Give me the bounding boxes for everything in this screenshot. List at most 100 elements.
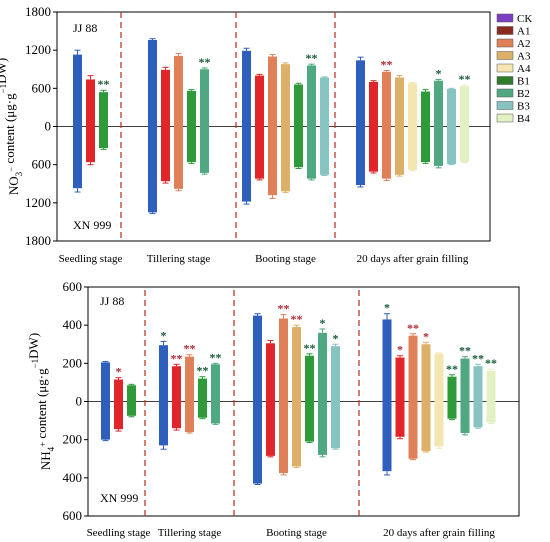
- bar-A1: [114, 379, 123, 430]
- significance-mark: *: [333, 331, 339, 345]
- y-axis-label-part: 4: [46, 446, 56, 451]
- legend-swatch-A3: [496, 51, 514, 60]
- bar-B3: [331, 346, 340, 449]
- bar-B4: [460, 86, 469, 163]
- significance-mark: **: [472, 351, 484, 365]
- y-axis-label-part: NH: [38, 451, 53, 470]
- bar-CK: [159, 345, 168, 446]
- legend-label-B4: B4: [517, 113, 530, 125]
- bar-B1: [127, 385, 136, 416]
- cultivar-label-top: JJ 88: [100, 294, 124, 308]
- bar-A3: [292, 327, 301, 467]
- cultivar-label-top: JJ 88: [73, 21, 97, 35]
- bar-B2: [200, 69, 209, 173]
- legend-label-CK: CK: [517, 13, 532, 25]
- y-axis-label: NO3− content (μg·g−1DW): [0, 58, 24, 195]
- stage-label: Seedling stage: [87, 527, 151, 539]
- bar-A2: [279, 318, 288, 474]
- bar-A1: [369, 81, 378, 172]
- cultivar-label-bottom: XN 999: [100, 491, 138, 505]
- bar-A1: [395, 357, 405, 437]
- bar-CK: [356, 60, 365, 186]
- bar-B1: [99, 92, 108, 149]
- y-tick-label: 600: [63, 508, 83, 523]
- bar-A2: [382, 71, 391, 179]
- significance-mark: **: [278, 302, 290, 316]
- y-axis-label-part: content (μg·g: [34, 368, 49, 442]
- bar-B1: [305, 355, 314, 442]
- significance-mark: *: [397, 343, 403, 357]
- legend-label-B1: B1: [517, 76, 530, 88]
- bar-B2: [318, 332, 327, 455]
- y-axis-label: NH4+ content (μg·g−1DW): [26, 333, 56, 470]
- legend-swatch-A2: [496, 38, 514, 48]
- bar-A4: [408, 83, 417, 170]
- chart-panel-bottom: 600 400 200 0 200 400 600 NH4+ content (μg·g−1D…: [26, 279, 520, 539]
- legend-label-A4: A4: [517, 63, 531, 75]
- y-axis-label-part: +: [38, 442, 48, 447]
- significance-mark: **: [171, 351, 183, 365]
- bar-CK: [73, 54, 82, 189]
- y-tick-label: 600: [63, 279, 83, 294]
- y-axis-label-part: DW): [0, 58, 9, 84]
- bar-B3: [447, 88, 456, 165]
- significance-mark: *: [423, 329, 429, 343]
- stage-label: Booting stage: [266, 527, 327, 539]
- bar-CK: [253, 315, 262, 484]
- legend-swatch-A4: [496, 63, 514, 73]
- bar-A3: [395, 77, 404, 175]
- y-tick-label: 400: [63, 470, 83, 485]
- bar-B3: [320, 77, 329, 175]
- legend-label-A3: A3: [517, 51, 531, 63]
- legend-swatch-CK: [496, 13, 514, 23]
- bar-A1: [255, 75, 264, 179]
- legend-swatch-B4: [496, 113, 514, 123]
- chart-panel-top: 1800 1200 600 0 600 1200 1800 NO3− content (μg·…: [0, 4, 491, 265]
- bar-A2: [268, 56, 277, 196]
- significance-mark: **: [304, 341, 316, 355]
- legend-label-B3: B3: [517, 101, 530, 113]
- y-tick-label: 0: [76, 394, 83, 409]
- bar-A2: [174, 55, 183, 189]
- significance-mark: **: [199, 55, 211, 69]
- y-tick-label: 200: [63, 432, 83, 447]
- bar-A1: [266, 343, 275, 456]
- y-tick-label: 400: [63, 317, 83, 332]
- bar-B1: [294, 84, 303, 168]
- bar-B2: [307, 65, 316, 179]
- significance-mark: **: [291, 312, 303, 326]
- legend-label-A2: A2: [517, 38, 530, 50]
- y-axis-label-part: content (μg·g: [2, 93, 17, 167]
- y-axis-label-part: −: [6, 167, 16, 172]
- y-axis-label-part: −1: [30, 359, 40, 369]
- significance-mark: *: [436, 66, 442, 80]
- significance-mark: **: [407, 321, 419, 335]
- y-tick-label: 200: [63, 355, 83, 370]
- significance-mark: *: [320, 316, 326, 330]
- bar-CK: [242, 50, 251, 202]
- stage-label: Tillering stage: [147, 253, 211, 265]
- bar-A2: [408, 335, 418, 459]
- significance-mark: **: [184, 342, 196, 356]
- stage-label: Seedling stage: [59, 253, 123, 265]
- legend-label-A1: A1: [517, 26, 530, 38]
- bar-B1: [187, 90, 196, 163]
- legend-swatch-B2: [496, 88, 514, 98]
- bar-A1: [172, 366, 181, 429]
- bar-B1: [198, 378, 207, 418]
- y-axis-label-part: 3: [14, 171, 24, 176]
- bar-A4: [434, 353, 444, 447]
- y-tick-label: 1800: [25, 233, 51, 248]
- legend-swatch-A1: [496, 26, 514, 35]
- y-axis-label-part: DW): [26, 333, 41, 359]
- bar-A1: [86, 79, 95, 163]
- significance-mark: **: [485, 356, 497, 370]
- bar-B1: [421, 91, 430, 163]
- stage-label: Booting stage: [255, 253, 316, 265]
- stage-label: 20 days after grain filling: [357, 253, 469, 265]
- bar-CK: [148, 39, 157, 213]
- significance-mark: *: [161, 328, 167, 342]
- legend-swatch-B3: [496, 101, 514, 110]
